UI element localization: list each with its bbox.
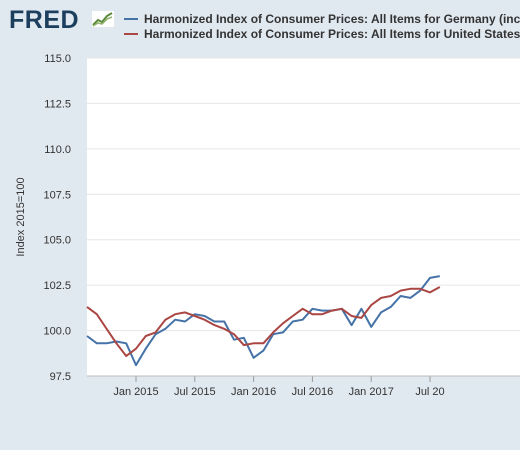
chart-header: FRED Harmonized Index of Consumer Prices… bbox=[0, 0, 520, 46]
y-tick-label: 97.5 bbox=[50, 371, 71, 383]
y-tick-label: 107.5 bbox=[43, 189, 71, 201]
plot-area bbox=[87, 58, 520, 376]
series-layer bbox=[86, 275, 441, 367]
fred-logo[interactable]: FRED bbox=[9, 6, 80, 34]
legend-swatch-united-states bbox=[124, 32, 138, 35]
y-tick-label: 110.0 bbox=[44, 144, 71, 156]
fred-graph-icon bbox=[91, 10, 115, 28]
legend-label-germany: Harmonized Index of Consumer Prices: All… bbox=[144, 12, 520, 26]
x-tick-label: Jul 20 bbox=[415, 386, 444, 398]
legend-item-united-states[interactable]: Harmonized Index of Consumer Prices: All… bbox=[124, 27, 520, 41]
x-tick-labels: Jan 2015 Jul 2015 Jan 2016 Jul 2016 Jan 2017… bbox=[87, 375, 520, 398]
y-tick-label: 102.5 bbox=[43, 280, 71, 292]
legend-label-united-states: Harmonized Index of Consumer Prices: All… bbox=[144, 27, 520, 41]
x-tick-label: Jul 2015 bbox=[174, 386, 216, 398]
x-tick-label: Jul 2016 bbox=[292, 386, 334, 398]
y-tick-label: 105.0 bbox=[43, 235, 71, 247]
series-line-united-states[interactable] bbox=[86, 286, 441, 357]
y-tick-label: 100.0 bbox=[43, 326, 71, 338]
x-tick-label: Jan 2016 bbox=[231, 386, 276, 398]
legend-swatch-germany bbox=[124, 17, 138, 20]
series-line-germany[interactable] bbox=[86, 275, 440, 367]
y-tick-label: 112.5 bbox=[44, 98, 71, 110]
x-tick-label: Jan 2015 bbox=[113, 386, 158, 398]
y-axis-label: Index 2015=100 bbox=[15, 177, 27, 256]
legend-item-germany[interactable]: Harmonized Index of Consumer Prices: All… bbox=[124, 12, 520, 26]
x-tick-label: Jan 2017 bbox=[349, 386, 394, 398]
y-tick-labels: 97.5 100.0 102.5 105.0 107.5 110.0 112.5 115.0 bbox=[43, 53, 71, 383]
y-tick-label: 115.0 bbox=[44, 53, 71, 65]
